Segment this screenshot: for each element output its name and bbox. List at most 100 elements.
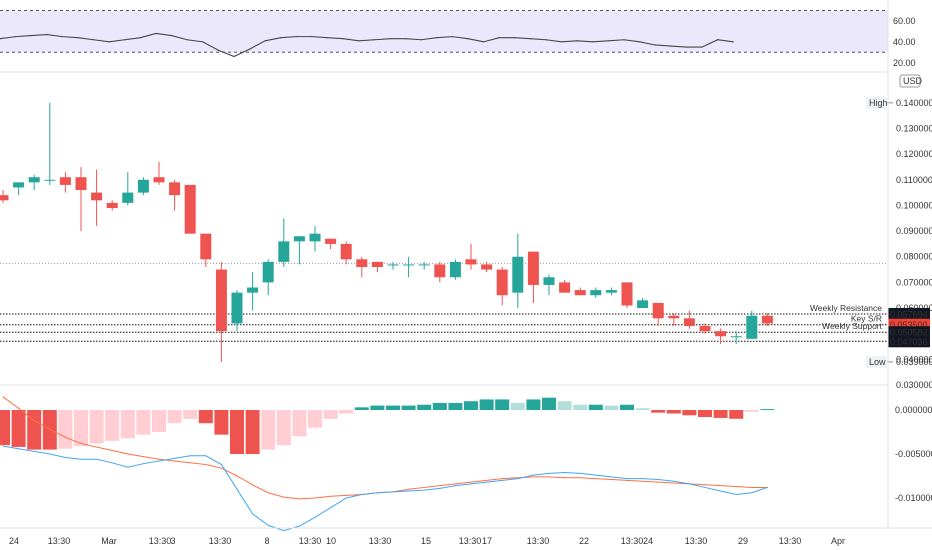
- candle[interactable]: [761, 313, 773, 326]
- candle[interactable]: [543, 274, 555, 296]
- macd-histogram-bar: [136, 410, 151, 435]
- signal-point: [766, 486, 768, 488]
- candle[interactable]: [496, 267, 508, 306]
- macd-histogram-bar: [542, 397, 556, 410]
- level-price-text: 0.047036: [890, 337, 928, 347]
- level-price-box: [888, 326, 930, 339]
- signal-point: [673, 482, 675, 484]
- price-axis[interactable]: 60.00 40.00 20.00 USD 0.130000 0.120000 0.1100…: [887, 0, 932, 528]
- candle[interactable]: [512, 233, 524, 309]
- macd-panel[interactable]: [0, 396, 775, 532]
- candle[interactable]: [418, 261, 430, 270]
- candle[interactable]: [340, 241, 352, 265]
- candle[interactable]: [730, 331, 742, 344]
- candle[interactable]: [574, 287, 586, 296]
- candle[interactable]: [309, 225, 321, 252]
- candle[interactable]: [746, 310, 758, 339]
- rsi-point: [30, 34, 32, 37]
- candle[interactable]: [449, 259, 461, 280]
- candle[interactable]: [215, 261, 227, 362]
- macd-histogram-bar: [401, 405, 416, 410]
- signal-point: [49, 428, 51, 430]
- macd-point: [751, 492, 753, 494]
- candle[interactable]: [371, 261, 383, 273]
- candle-body: [481, 264, 493, 270]
- candle-body: [13, 182, 25, 188]
- macd-histogram-bar: [183, 410, 198, 419]
- macd-histogram-bar: [11, 410, 26, 447]
- signal-point: [298, 498, 300, 500]
- signal-point: [610, 479, 612, 481]
- candle[interactable]: [231, 290, 243, 332]
- low-value: 0.039000: [896, 357, 932, 367]
- candle[interactable]: [137, 177, 149, 196]
- candle[interactable]: [13, 182, 25, 196]
- currency-badge[interactable]: USD: [899, 74, 923, 88]
- candle[interactable]: [44, 102, 56, 185]
- candle[interactable]: [59, 172, 71, 193]
- candle[interactable]: [621, 282, 633, 309]
- candle[interactable]: [184, 184, 196, 234]
- macd-histogram-bar: [479, 399, 494, 410]
- candle[interactable]: [715, 328, 727, 344]
- candle[interactable]: [169, 179, 181, 211]
- candle[interactable]: [637, 297, 649, 309]
- candle[interactable]: [605, 287, 617, 296]
- candle-body: [699, 326, 711, 332]
- candle[interactable]: [387, 261, 399, 270]
- rsi-point: [405, 38, 407, 40]
- candle-body: [371, 261, 383, 267]
- candle[interactable]: [325, 238, 337, 250]
- macd-histogram-bar: [339, 410, 354, 414]
- macd-histogram-bar: [651, 410, 666, 413]
- candle-body: [761, 315, 773, 324]
- candle[interactable]: [278, 218, 290, 267]
- candle[interactable]: [0, 190, 9, 203]
- candle[interactable]: [262, 259, 274, 296]
- rsi-point: [592, 41, 594, 43]
- candle[interactable]: [668, 313, 680, 326]
- rsi-point: [685, 46, 688, 48]
- macd-histogram-bar: [167, 410, 182, 424]
- macd-histogram-bar: [152, 410, 166, 432]
- candle[interactable]: [683, 310, 695, 329]
- macd-point: [236, 488, 238, 490]
- signal-point: [626, 479, 628, 481]
- candle[interactable]: [91, 169, 103, 226]
- candle[interactable]: [465, 243, 477, 270]
- candle-body: [387, 264, 399, 266]
- candle[interactable]: [652, 302, 664, 326]
- signal-point: [720, 485, 722, 487]
- time-tick-label: 8: [264, 536, 269, 546]
- rsi-panel[interactable]: [0, 9, 888, 73]
- candle[interactable]: [122, 172, 134, 206]
- candle[interactable]: [200, 233, 212, 267]
- signal-point: [532, 476, 534, 478]
- candle[interactable]: [356, 256, 368, 278]
- macd-point: [18, 448, 20, 450]
- candle[interactable]: [699, 323, 711, 334]
- candle[interactable]: [106, 200, 118, 211]
- candle[interactable]: [293, 236, 305, 265]
- candle[interactable]: [527, 251, 539, 303]
- rsi-point: [311, 36, 313, 38]
- macd-histogram-bar: [620, 404, 634, 410]
- candle[interactable]: [403, 256, 415, 278]
- level-label: Weekly Support: [822, 321, 882, 331]
- candle[interactable]: [28, 174, 40, 191]
- candle[interactable]: [153, 161, 165, 185]
- rsi-point: [389, 38, 391, 40]
- rsi-point: [124, 39, 126, 41]
- candle[interactable]: [559, 279, 571, 293]
- time-axis[interactable]: 24 13:30 Mar 13:30 3 13:30 8 13:30 10 13:30 15 13:3…: [0, 527, 932, 546]
- candle[interactable]: [247, 272, 259, 311]
- candle[interactable]: [434, 261, 446, 283]
- candle[interactable]: [75, 166, 87, 232]
- rsi-point: [607, 40, 610, 42]
- candle[interactable]: [590, 287, 602, 298]
- signal-point: [220, 467, 222, 469]
- candle[interactable]: [481, 261, 493, 273]
- macd-point: [517, 478, 519, 480]
